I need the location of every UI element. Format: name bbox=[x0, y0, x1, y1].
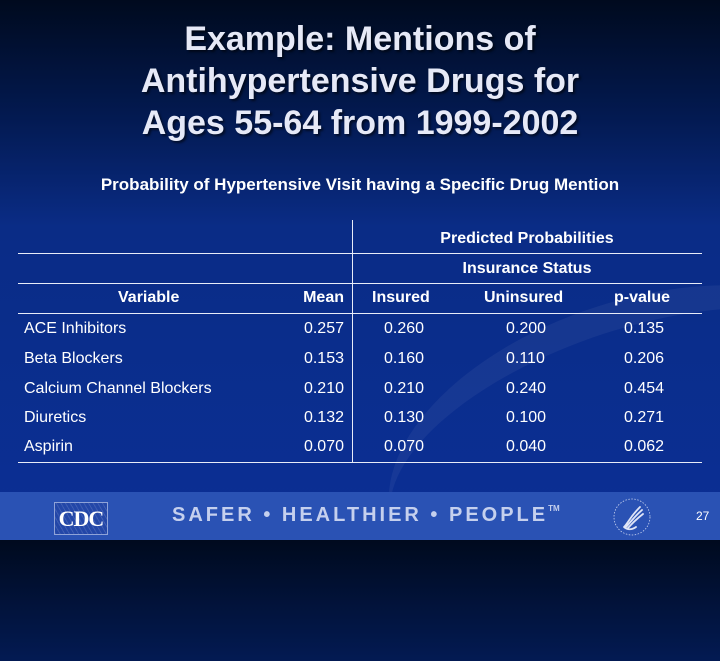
header-predicted-probabilities: Predicted Probabilities bbox=[440, 230, 614, 247]
cell-uninsured: 0.240 bbox=[506, 380, 547, 397]
cell-variable: Diuretics bbox=[24, 409, 87, 426]
rule-3 bbox=[18, 313, 702, 314]
header-mean: Mean bbox=[303, 289, 344, 306]
cell-insured: 0.070 bbox=[384, 438, 425, 455]
cell-uninsured: 0.100 bbox=[506, 409, 547, 426]
probability-table: Predicted Probabilities Insurance Status… bbox=[18, 220, 702, 465]
table-subtitle: Probability of Hypertensive Visit having… bbox=[100, 175, 620, 194]
cell-variable: ACE Inhibitors bbox=[24, 320, 127, 337]
header-p-value: p-value bbox=[614, 289, 671, 306]
cell-p-value: 0.135 bbox=[624, 320, 665, 337]
cell-uninsured: 0.110 bbox=[506, 350, 545, 367]
slide-title: Example: Mentions of Antihypertensive Dr… bbox=[0, 18, 720, 144]
cdc-logo: CDC bbox=[54, 502, 108, 535]
cell-mean: 0.153 bbox=[303, 350, 344, 367]
rule-bottom bbox=[18, 462, 702, 463]
header-variable: Variable bbox=[118, 289, 180, 306]
cell-uninsured: 0.040 bbox=[506, 438, 547, 455]
cell-p-value: 0.206 bbox=[624, 350, 665, 367]
header-insurance-status: Insurance Status bbox=[462, 260, 592, 277]
column-divider bbox=[352, 220, 353, 462]
page-number: 27 bbox=[696, 509, 710, 523]
slogan-text: SAFER • HEALTHIER • PEOPLE bbox=[172, 504, 549, 526]
title-line-1: Example: Mentions of bbox=[184, 20, 536, 58]
rule-2 bbox=[18, 283, 702, 284]
cell-variable: Calcium Channel Blockers bbox=[24, 380, 212, 397]
cell-uninsured: 0.200 bbox=[506, 320, 547, 337]
cell-variable: Aspirin bbox=[24, 438, 73, 455]
header-insured: Insured bbox=[372, 289, 430, 306]
trademark-mark: TM bbox=[548, 504, 560, 513]
header-uninsured: Uninsured bbox=[484, 289, 564, 306]
title-line-3: Ages 55-64 from 1999-2002 bbox=[141, 104, 579, 142]
cell-p-value: 0.454 bbox=[624, 380, 665, 397]
hhs-eagle-icon bbox=[613, 498, 651, 536]
cell-mean: 0.132 bbox=[303, 409, 344, 426]
cell-mean: 0.210 bbox=[303, 380, 344, 397]
cell-variable: Beta Blockers bbox=[24, 350, 123, 367]
cell-p-value: 0.062 bbox=[624, 438, 665, 455]
title-line-2: Antihypertensive Drugs for bbox=[140, 62, 580, 100]
rule-1 bbox=[18, 253, 702, 254]
cell-mean: 0.070 bbox=[303, 438, 344, 455]
footer-bar: CDC SAFER • HEALTHIER • PEOPLETM 27 bbox=[0, 492, 720, 540]
cell-insured: 0.210 bbox=[384, 380, 425, 397]
cell-p-value: 0.271 bbox=[624, 409, 665, 426]
cell-mean: 0.257 bbox=[303, 320, 344, 337]
cell-insured: 0.260 bbox=[384, 320, 425, 337]
cell-insured: 0.160 bbox=[384, 350, 425, 367]
cell-insured: 0.130 bbox=[384, 409, 425, 426]
slogan: SAFER • HEALTHIER • PEOPLETM bbox=[172, 504, 560, 527]
